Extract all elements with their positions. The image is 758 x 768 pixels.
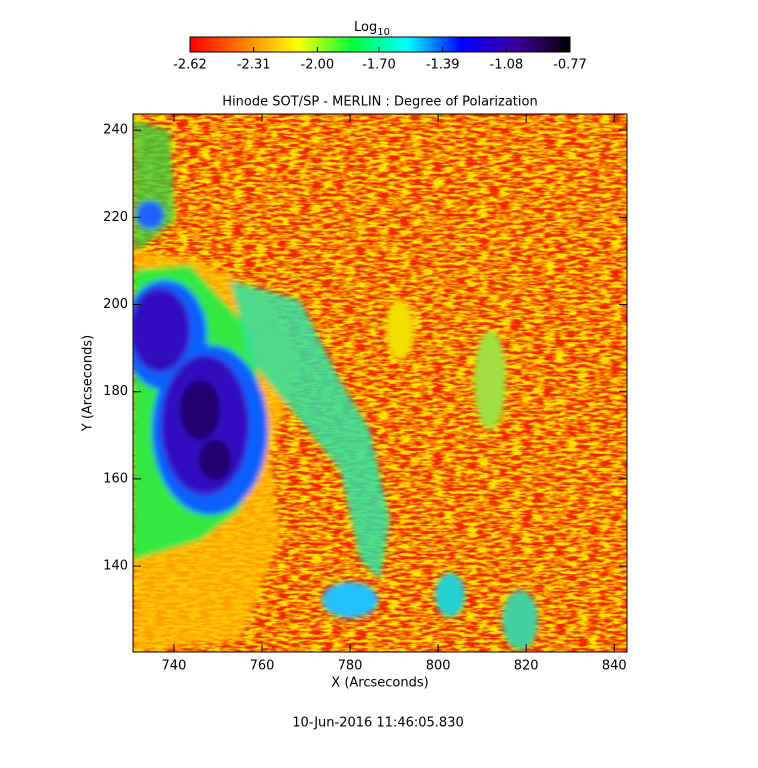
x-tick-label: 780 [338,659,363,674]
colorbar-label: Log10 [354,20,390,39]
colorbar-tick-label: -1.08 [490,58,524,73]
colorbar-tick-label: -2.62 [173,58,207,73]
plot-frame [132,113,628,653]
y-tick-label: 240 [103,123,128,138]
colorbar-label-sub: 10 [377,27,390,38]
x-tick-label: 840 [602,659,627,674]
x-axis-label: X (Arcseconds) [331,676,428,691]
colorbar-tick-label: -2.31 [237,58,271,73]
colorbar-tick-label: -0.77 [553,58,587,73]
colorbar-label-main: Log [354,20,377,35]
x-tick-label: 740 [162,659,187,674]
colorbar-tick-label: -2.00 [301,58,335,73]
y-tick-label: 160 [103,471,128,486]
x-tick-label: 760 [250,659,275,674]
y-tick-label: 180 [103,384,128,399]
x-tick-label: 800 [426,659,451,674]
colorbar-tick-label: -1.39 [426,58,460,73]
y-tick-label: 200 [103,297,128,312]
y-tick-label: 140 [103,559,128,574]
x-tick-label: 820 [514,659,539,674]
y-axis-label: Y (Arcseconds) [81,335,96,432]
polarization-image [133,114,627,652]
colorbar-tick-label: -1.70 [362,58,396,73]
chart-title: Hinode SOT/SP - MERLIN : Degree of Polar… [222,95,537,110]
footer-date: 10-Jun-2016 11:46:05.830 [292,716,464,731]
colorbar [189,36,571,53]
y-tick-label: 220 [103,210,128,225]
